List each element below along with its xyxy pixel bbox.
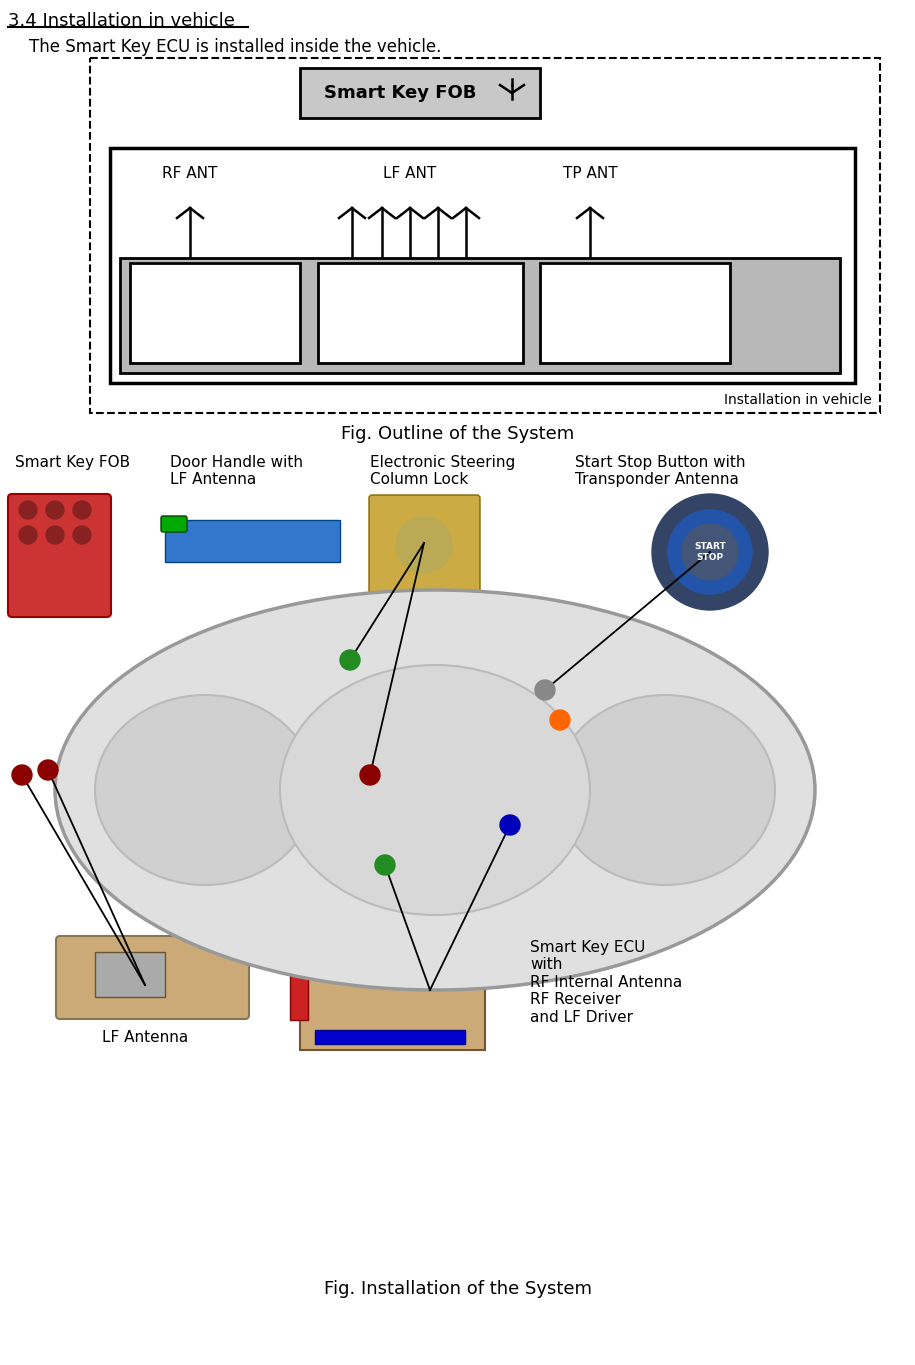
Circle shape [375,854,395,875]
FancyBboxPatch shape [56,936,249,1020]
Circle shape [652,494,768,610]
Text: LF ANT
Driver: LF ANT Driver [392,293,449,333]
FancyBboxPatch shape [8,494,111,617]
Circle shape [396,517,452,573]
Circle shape [46,526,64,545]
Bar [290,950,308,1020]
Bar [110,147,855,384]
Bar [318,263,523,363]
Text: The Smart Key ECU is installed inside the vehicle.: The Smart Key ECU is installed inside th… [8,38,441,56]
Circle shape [360,764,380,785]
Text: Transponder
Driver: Transponder Driver [584,293,686,333]
Text: LF ANT: LF ANT [383,167,436,182]
Bar [300,940,485,1050]
Bar [165,520,340,562]
Circle shape [19,526,37,545]
Text: LF Antenna: LF Antenna [102,1031,188,1046]
Circle shape [340,650,360,670]
Text: Smart Key FOB: Smart Key FOB [15,455,130,470]
Bar [315,1031,465,1044]
FancyBboxPatch shape [369,495,480,597]
Text: Fig. Outline of the System: Fig. Outline of the System [341,425,574,444]
Circle shape [73,501,91,519]
Ellipse shape [280,665,590,915]
Text: 3.4 Installation in vehicle: 3.4 Installation in vehicle [8,12,235,30]
Bar [130,263,300,363]
Circle shape [668,511,752,594]
Circle shape [550,710,570,730]
Circle shape [19,501,37,519]
Circle shape [535,680,555,700]
Text: Start Stop Button with
Transponder Antenna: Start Stop Button with Transponder Anten… [575,455,746,487]
Text: Smart Key ECU
with
RF Internal Antenna
RF Receiver
and LF Driver: Smart Key ECU with RF Internal Antenna R… [530,940,683,1025]
Bar [90,57,880,414]
Bar [120,258,840,373]
Bar [540,263,730,363]
Text: Electronic Steering
Column Lock: Electronic Steering Column Lock [370,455,515,487]
Text: Smart Key FOB: Smart Key FOB [324,85,476,102]
Text: Fig. Installation of the System: Fig. Installation of the System [324,1280,591,1298]
Circle shape [682,524,738,580]
Ellipse shape [95,695,315,885]
Ellipse shape [555,695,775,885]
Text: RF ANT: RF ANT [162,167,218,182]
Bar [95,951,165,996]
Circle shape [46,501,64,519]
Ellipse shape [55,590,815,990]
Text: TP ANT: TP ANT [563,167,618,182]
Text: Door Handle with
LF Antenna: Door Handle with LF Antenna [170,455,303,487]
Text: START
STOP: START STOP [694,542,726,562]
Circle shape [500,815,520,835]
Circle shape [38,760,58,779]
Bar [300,68,540,117]
FancyBboxPatch shape [161,516,187,532]
Circle shape [12,764,32,785]
Text: Smart Key ECU: Smart Key ECU [679,352,843,371]
Text: Installation in vehicle: Installation in vehicle [725,393,872,407]
Circle shape [73,526,91,545]
Text: RF
Receiver: RF Receiver [179,293,251,333]
